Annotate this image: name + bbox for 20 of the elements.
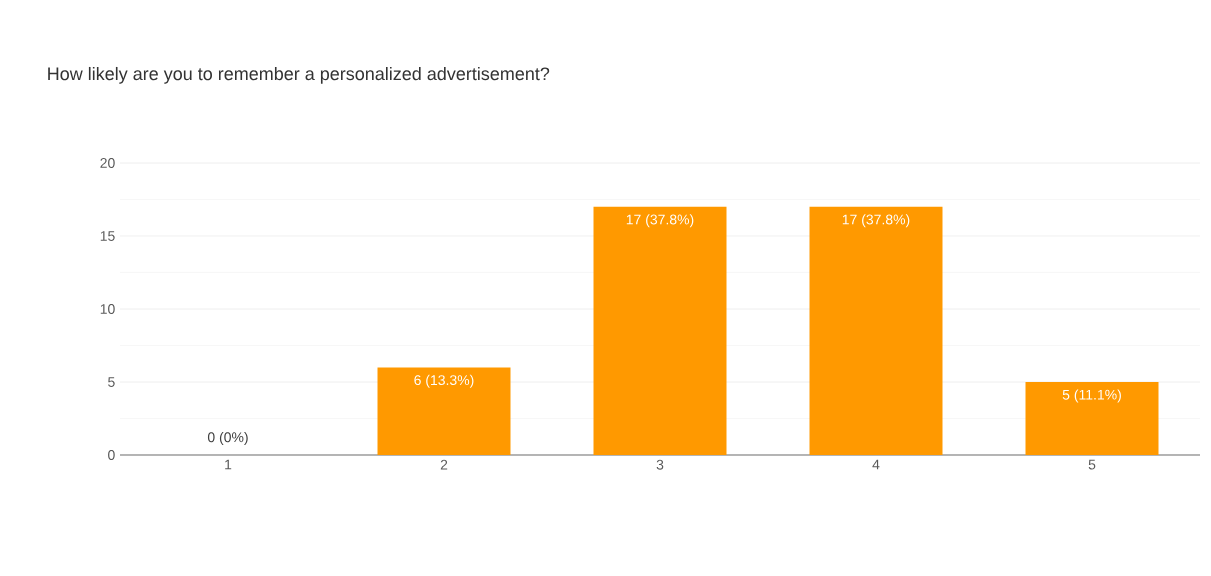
data-label: 0 (0%) bbox=[207, 431, 248, 445]
bar bbox=[593, 206, 727, 455]
data-label: 5 (11.1%) bbox=[1062, 389, 1121, 403]
x-tick-label: 4 bbox=[872, 459, 880, 470]
y-tick-label: 20 bbox=[100, 158, 115, 168]
y-tick-label: 0 bbox=[108, 450, 115, 460]
data-label: 17 (37.8%) bbox=[626, 214, 694, 228]
data-label: 17 (37.8%) bbox=[842, 214, 910, 228]
chart-title: How likely are you to remember a personalized advertisement? bbox=[48, 66, 550, 84]
y-tick-label: 5 bbox=[108, 377, 115, 387]
y-tick-label: 15 bbox=[100, 231, 115, 241]
x-tick-label: 1 bbox=[225, 459, 232, 470]
y-tick-label: 10 bbox=[100, 304, 115, 314]
x-tick-label: 2 bbox=[440, 459, 448, 470]
bar bbox=[809, 206, 943, 455]
bar bbox=[1025, 382, 1159, 455]
data-label: 6 (13.3%) bbox=[414, 374, 474, 388]
x-tick-label: 3 bbox=[656, 459, 664, 470]
bar bbox=[377, 367, 511, 455]
x-tick-label: 5 bbox=[1088, 459, 1096, 470]
